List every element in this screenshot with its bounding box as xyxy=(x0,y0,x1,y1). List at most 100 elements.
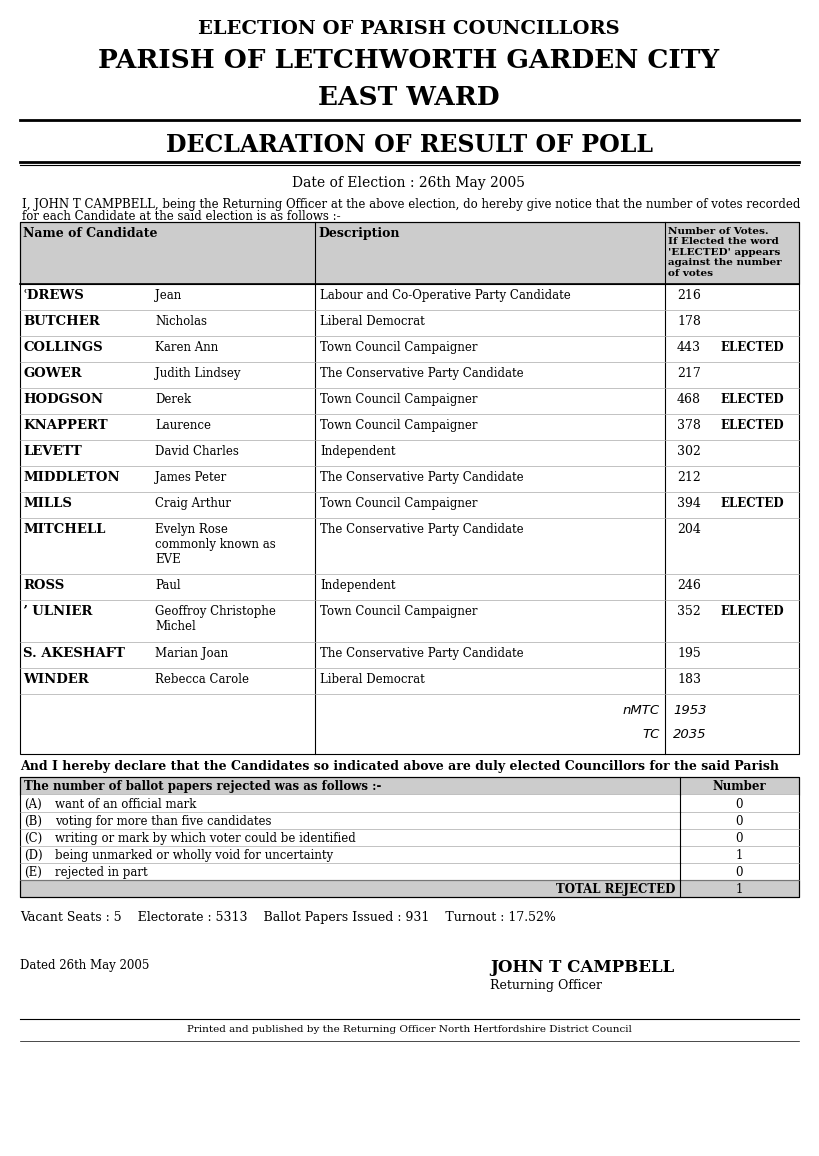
Text: being unmarked or wholly void for uncertainty: being unmarked or wholly void for uncert… xyxy=(55,849,333,862)
Text: ELECTED: ELECTED xyxy=(720,341,784,354)
Text: Dated 26th May 2005: Dated 26th May 2005 xyxy=(20,959,149,972)
Text: rejected in part: rejected in part xyxy=(55,866,147,879)
Text: voting for more than five candidates: voting for more than five candidates xyxy=(55,815,272,828)
Bar xyxy=(20,222,799,284)
Text: want of an official mark: want of an official mark xyxy=(55,798,197,812)
Text: (A): (A) xyxy=(24,798,42,812)
Text: MIDDLETON: MIDDLETON xyxy=(23,470,120,484)
Bar xyxy=(20,829,799,846)
Text: (B): (B) xyxy=(24,815,42,828)
Text: Derek: Derek xyxy=(155,393,191,406)
Text: HODGSON: HODGSON xyxy=(23,393,103,406)
Text: David Charles: David Charles xyxy=(155,445,239,458)
Text: 0: 0 xyxy=(735,815,744,828)
Text: 195: 195 xyxy=(677,647,701,660)
Text: ELECTION OF PARISH COUNCILLORS: ELECTION OF PARISH COUNCILLORS xyxy=(198,20,620,38)
Text: for each Candidate at the said election is as follows :-: for each Candidate at the said election … xyxy=(22,210,341,223)
Text: Rebecca Carole: Rebecca Carole xyxy=(155,673,249,686)
Text: The Conservative Party Candidate: The Conservative Party Candidate xyxy=(320,366,523,380)
Text: Town Council Campaigner: Town Council Campaigner xyxy=(320,605,477,618)
Text: Karen Ann: Karen Ann xyxy=(155,341,218,354)
Text: (D): (D) xyxy=(24,849,43,862)
Text: JOHN T CAMPBELL: JOHN T CAMPBELL xyxy=(490,959,674,976)
Text: EAST WARD: EAST WARD xyxy=(319,86,500,110)
Text: ELECTED: ELECTED xyxy=(720,393,784,406)
Text: BUTCHER: BUTCHER xyxy=(23,314,100,328)
Text: 183: 183 xyxy=(677,673,701,686)
Text: Nicholas: Nicholas xyxy=(155,314,207,328)
Text: 1953: 1953 xyxy=(673,704,707,717)
Text: Labour and Co-Operative Party Candidate: Labour and Co-Operative Party Candidate xyxy=(320,289,571,302)
Text: The Conservative Party Candidate: The Conservative Party Candidate xyxy=(320,647,523,660)
Text: 1: 1 xyxy=(735,883,743,896)
Text: Vacant Seats : 5    Electorate : 5313    Ballot Papers Issued : 931    Turnout :: Vacant Seats : 5 Electorate : 5313 Ballo… xyxy=(20,911,556,924)
Text: 0: 0 xyxy=(735,798,744,812)
Text: 443: 443 xyxy=(677,341,701,354)
Text: Town Council Campaigner: Town Council Campaigner xyxy=(320,418,477,432)
Text: ʼ ULNIER: ʼ ULNIER xyxy=(23,605,93,618)
Text: 212: 212 xyxy=(677,470,701,484)
Text: And I hereby declare that the Candidates so indicated above are duly elected Cou: And I hereby declare that the Candidates… xyxy=(20,759,779,773)
Text: Independent: Independent xyxy=(320,579,396,592)
Text: Judith Lindsey: Judith Lindsey xyxy=(155,366,241,380)
Text: MILLS: MILLS xyxy=(23,497,72,510)
Bar xyxy=(20,777,799,897)
Text: 217: 217 xyxy=(677,366,701,380)
Text: Returning Officer: Returning Officer xyxy=(490,979,602,992)
Text: Name of Candidate: Name of Candidate xyxy=(23,227,157,240)
Text: The Conservative Party Candidate: The Conservative Party Candidate xyxy=(320,470,523,484)
Text: DECLARATION OF RESULT OF POLL: DECLARATION OF RESULT OF POLL xyxy=(165,133,653,157)
Text: Printed and published by the Returning Officer North Hertfordshire District Coun: Printed and published by the Returning O… xyxy=(187,1025,631,1033)
Text: 246: 246 xyxy=(677,579,701,592)
Text: writing or mark by which voter could be identified: writing or mark by which voter could be … xyxy=(55,832,355,845)
Text: 216: 216 xyxy=(677,289,701,302)
Text: WINDER: WINDER xyxy=(23,673,88,686)
Text: Independent: Independent xyxy=(320,445,396,458)
Bar xyxy=(20,846,799,864)
Bar xyxy=(20,777,799,795)
Text: 394: 394 xyxy=(677,497,701,510)
Bar xyxy=(20,812,799,829)
Text: Number of Votes.
If Elected the word
'ELECTED' appears
against the number
of vot: Number of Votes. If Elected the word 'EL… xyxy=(668,227,782,277)
Text: 0: 0 xyxy=(735,832,744,845)
Text: 204: 204 xyxy=(677,523,701,536)
Text: 468: 468 xyxy=(677,393,701,406)
Text: Description: Description xyxy=(318,227,400,240)
Text: Town Council Campaigner: Town Council Campaigner xyxy=(320,497,477,510)
Text: (E): (E) xyxy=(24,866,42,879)
Text: TOTAL REJECTED: TOTAL REJECTED xyxy=(555,883,675,896)
Text: TC: TC xyxy=(643,728,660,741)
Text: James Peter: James Peter xyxy=(155,470,226,484)
Text: Number: Number xyxy=(713,780,767,793)
Text: PARISH OF LETCHWORTH GARDEN CITY: PARISH OF LETCHWORTH GARDEN CITY xyxy=(98,49,720,73)
Text: Evelyn Rose
commonly known as
EVE: Evelyn Rose commonly known as EVE xyxy=(155,523,276,566)
Text: KNAPPERT: KNAPPERT xyxy=(23,418,107,432)
Text: Paul: Paul xyxy=(155,579,181,592)
Text: ʿDREWS: ʿDREWS xyxy=(23,289,84,302)
Text: 2035: 2035 xyxy=(673,728,707,741)
Text: Laurence: Laurence xyxy=(155,418,211,432)
Text: ELECTED: ELECTED xyxy=(720,418,784,432)
Bar xyxy=(20,880,799,897)
Text: nMTC: nMTC xyxy=(623,704,660,717)
Text: Town Council Campaigner: Town Council Campaigner xyxy=(320,393,477,406)
Text: 0: 0 xyxy=(735,866,744,879)
Text: MITCHELL: MITCHELL xyxy=(23,523,106,536)
Text: COLLINGS: COLLINGS xyxy=(23,341,102,354)
Text: 378: 378 xyxy=(677,418,701,432)
Text: ELECTED: ELECTED xyxy=(720,497,784,510)
Text: Town Council Campaigner: Town Council Campaigner xyxy=(320,341,477,354)
Text: Jean: Jean xyxy=(155,289,181,302)
Text: 178: 178 xyxy=(677,314,701,328)
Text: 1: 1 xyxy=(735,849,743,862)
Text: (C): (C) xyxy=(24,832,43,845)
Text: LEVETT: LEVETT xyxy=(23,445,82,458)
Text: ROSS: ROSS xyxy=(23,579,64,592)
Bar xyxy=(20,222,799,754)
Text: The Conservative Party Candidate: The Conservative Party Candidate xyxy=(320,523,523,536)
Text: The number of ballot papers rejected was as follows :-: The number of ballot papers rejected was… xyxy=(24,780,382,793)
Text: 302: 302 xyxy=(677,445,701,458)
Text: GOWER: GOWER xyxy=(23,366,82,380)
Text: I, JOHN T CAMPBELL, being the Returning Officer at the above election, do hereby: I, JOHN T CAMPBELL, being the Returning … xyxy=(22,198,800,212)
Bar xyxy=(20,864,799,880)
